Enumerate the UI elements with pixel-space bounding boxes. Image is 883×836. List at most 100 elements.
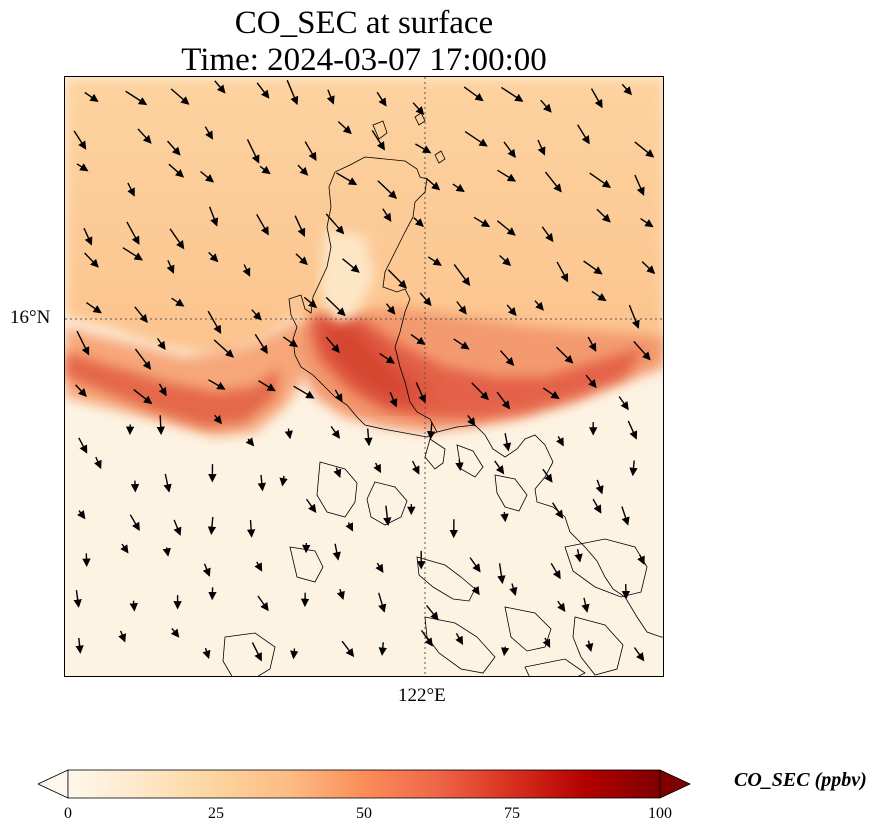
wind-arrow xyxy=(555,346,574,364)
wind-arrow xyxy=(118,630,127,643)
wind-arrow xyxy=(294,215,306,237)
wind-arrow xyxy=(634,174,645,196)
wind-arrow xyxy=(213,414,222,425)
samar xyxy=(564,538,648,598)
islet-3 xyxy=(434,150,446,164)
wind-arrow xyxy=(376,91,387,107)
wind-arrow xyxy=(333,467,342,479)
wind-arrow xyxy=(297,164,309,176)
wind-arrow xyxy=(207,310,222,335)
wind-arrow xyxy=(453,263,471,287)
wind-arrow xyxy=(83,227,93,246)
wind-arrow xyxy=(574,549,583,563)
wind-arrow xyxy=(170,88,190,105)
wind-arrow xyxy=(303,296,318,309)
wind-arrow xyxy=(137,128,152,144)
wind-arrow xyxy=(254,334,268,355)
palawan-north xyxy=(222,632,276,676)
wind-arrow xyxy=(591,290,607,302)
wind-arrow xyxy=(412,102,425,116)
wind-arrow xyxy=(556,436,564,447)
wind-arrow xyxy=(557,600,566,612)
wind-arrow xyxy=(364,428,373,447)
wind-arrow xyxy=(371,130,385,151)
wind-arrow xyxy=(618,396,629,411)
wind-arrow xyxy=(334,389,343,403)
wind-arrow xyxy=(621,83,633,96)
wind-arrow xyxy=(202,647,211,660)
wind-arrow xyxy=(426,422,436,440)
wind-arrow xyxy=(463,86,484,102)
wind-arrow xyxy=(286,79,299,106)
wind-arrow xyxy=(170,627,180,638)
wind-arrow xyxy=(337,121,352,135)
wind-arrow xyxy=(78,437,88,454)
wind-arrow xyxy=(627,420,638,440)
wind-arrow xyxy=(455,459,464,471)
wind-arrow xyxy=(494,460,505,475)
wind-arrow xyxy=(251,309,262,321)
wind-arrow xyxy=(587,336,597,352)
wind-arrow xyxy=(279,475,288,487)
wind-arrow xyxy=(208,206,219,227)
wind-arrow xyxy=(251,642,262,662)
wind-arrow xyxy=(256,82,270,99)
wind-arrow xyxy=(257,474,266,492)
wind-arrow xyxy=(84,91,99,102)
wind-arrow xyxy=(379,353,395,364)
wind-arrow xyxy=(169,228,185,250)
wind-arrow xyxy=(471,382,489,401)
wind-arrow xyxy=(304,141,317,162)
wind-arrow xyxy=(496,220,516,236)
island-c xyxy=(494,474,528,512)
wind-arrow xyxy=(556,261,569,283)
wind-arrow xyxy=(596,208,611,223)
wind-arrow xyxy=(383,505,392,526)
map-timestamp: Time: 2024-03-07 17:00:00 xyxy=(181,42,547,78)
wind-arrow xyxy=(171,297,185,307)
wind-arrow xyxy=(125,90,148,106)
wind-arrow xyxy=(158,383,167,397)
mindoro xyxy=(416,556,476,602)
wind-arrow xyxy=(332,543,341,561)
wind-arrow xyxy=(585,640,594,653)
wind-arrow xyxy=(537,139,546,156)
wind-arrow xyxy=(290,648,299,660)
wind-arrow xyxy=(583,260,603,275)
colorbar-tick-25: 25 xyxy=(208,805,224,822)
wind-arrow xyxy=(592,498,602,514)
wind-arrow xyxy=(595,479,604,495)
map-panel xyxy=(64,76,664,677)
wind-arrow xyxy=(420,629,433,647)
wind-arrow xyxy=(76,163,89,172)
wind-arrow xyxy=(496,391,511,410)
wind-arrow xyxy=(373,462,381,474)
wind-arrow xyxy=(629,460,638,477)
colorbar-gradient xyxy=(67,769,661,799)
wind-arrow xyxy=(542,468,553,483)
wind-arrow xyxy=(173,519,182,536)
wind-arrow xyxy=(336,588,345,601)
wind-arrow xyxy=(134,348,152,370)
wind-arrow xyxy=(246,519,256,538)
wind-arrow xyxy=(202,563,211,577)
colorbar-tick-100: 100 xyxy=(648,805,672,822)
wind-arrow xyxy=(634,141,655,158)
wind-arrow xyxy=(73,590,82,608)
wind-arrow xyxy=(259,165,271,175)
wind-arrow xyxy=(295,253,308,266)
wind-arrow xyxy=(254,561,263,572)
wind-arrow xyxy=(544,171,562,193)
wind-arrow xyxy=(134,306,148,323)
wind-arrow xyxy=(540,99,552,113)
wind-arrow xyxy=(506,304,517,317)
wind-arrow xyxy=(509,583,518,596)
wind-arrow xyxy=(129,514,140,532)
wind-arrow xyxy=(204,126,214,140)
wind-arrow xyxy=(469,557,481,573)
lon-tick-label: 122°E xyxy=(398,685,446,706)
wind-arrow xyxy=(120,543,129,554)
wind-arrow xyxy=(168,163,185,178)
wind-arrow xyxy=(93,456,102,470)
wind-arrow xyxy=(641,261,656,275)
